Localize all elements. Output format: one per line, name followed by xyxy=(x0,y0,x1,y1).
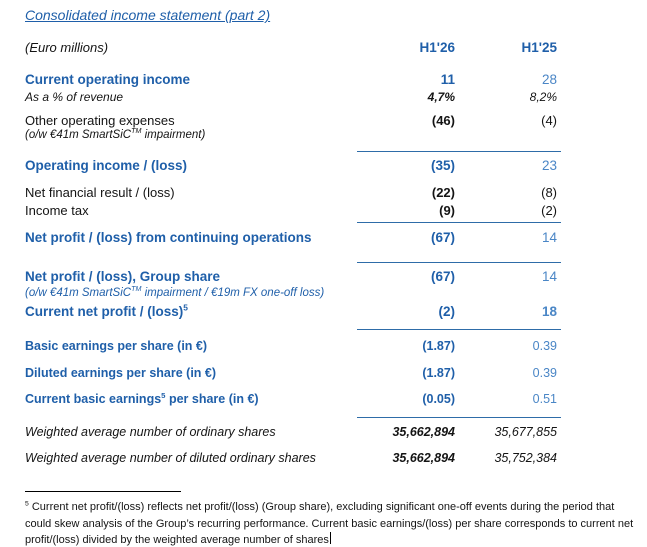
label-part: (o/w €41m SmartSiC xyxy=(25,129,132,141)
value-h125: (2) xyxy=(541,203,557,218)
value-h126: (2) xyxy=(438,304,456,319)
value-h125: 35,677,855 xyxy=(494,425,557,439)
value-h126: 4,7% xyxy=(427,90,455,104)
value-h126: (67) xyxy=(430,269,455,284)
row-label: Net financial result / (loss) xyxy=(25,185,175,200)
table-row-weighted-avg-ordinary: Weighted average number of ordinary shar… xyxy=(0,425,647,443)
separator-line xyxy=(357,329,561,330)
row-label: Weighted average number of diluted ordin… xyxy=(25,451,316,465)
row-label: Current basic earnings5 per share (in €) xyxy=(25,390,355,406)
value-h126: (35) xyxy=(430,158,455,173)
value-h125: 14 xyxy=(541,269,557,284)
footnote[interactable]: 5 Current net profit/(loss) reflects net… xyxy=(25,499,638,547)
footnote-ref-superscript: 5 xyxy=(183,302,188,313)
value-h126: 11 xyxy=(440,72,455,87)
value-h126: 35,662,894 xyxy=(392,451,455,465)
value-h125: 35,752,384 xyxy=(494,451,557,465)
label-part: per share (in €) xyxy=(165,392,259,406)
value-h125: 0.51 xyxy=(532,392,557,406)
footnote-marker: 5 xyxy=(25,500,29,508)
row-label: (o/w €41m SmartSiCTM impairment / €19m F… xyxy=(25,285,355,299)
page-title: Consolidated income statement (part 2) xyxy=(25,7,271,23)
row-label: As a % of revenue xyxy=(25,90,124,104)
row-label: Income tax xyxy=(25,203,89,218)
table-row-income-tax: Income tax (9) (2) xyxy=(0,203,647,221)
row-label: Other operating expenses xyxy=(25,113,175,128)
table-row-group-share-note: (o/w €41m SmartSiCTM impairment / €19m F… xyxy=(0,285,647,305)
value-h125: 18 xyxy=(541,304,557,319)
column-header-h126: H1'26 xyxy=(419,40,455,55)
row-label: Net profit / (loss), Group share xyxy=(25,269,221,284)
footnote-text: Current net profit/(loss) reflects net p… xyxy=(25,501,634,546)
value-h125: 14 xyxy=(541,230,557,245)
table-row-current-net-profit: Current net profit / (loss)5 (2) 18 xyxy=(0,302,647,322)
table-row-current-basic-eps: Current basic earnings5 per share (in €)… xyxy=(0,390,647,410)
value-h125: 8,2% xyxy=(529,90,557,104)
label-part: Current basic earnings xyxy=(25,392,162,406)
unit-label: (Euro millions) xyxy=(25,40,109,55)
value-h126: 35,662,894 xyxy=(392,425,455,439)
row-label: Current net profit / (loss)5 xyxy=(25,302,355,319)
table-row-weighted-avg-diluted: Weighted average number of diluted ordin… xyxy=(0,451,647,469)
text-cursor xyxy=(329,532,332,544)
table-row-net-profit-group-share: Net profit / (loss), Group share (67) 14 xyxy=(0,269,647,287)
table-row-net-profit-continuing: Net profit / (loss) from continuing oper… xyxy=(0,230,647,248)
row-label: Current operating income xyxy=(25,72,191,87)
footnote-separator xyxy=(25,491,181,492)
row-label: Net profit / (loss) from continuing oper… xyxy=(25,230,312,245)
value-h126: (9) xyxy=(439,203,455,218)
value-h126: (22) xyxy=(431,185,455,200)
table-row-current-operating-income: Current operating income 11 28 xyxy=(0,72,647,90)
value-h125: 0.39 xyxy=(532,366,557,380)
table-row-other-opex-note: (o/w €41m SmartSiCTM impairment) xyxy=(0,127,647,147)
value-h125: 23 xyxy=(541,158,557,173)
separator-line xyxy=(357,262,561,263)
row-label: Basic earnings per share (in €) xyxy=(25,339,208,353)
row-label: (o/w €41m SmartSiCTM impairment) xyxy=(25,127,355,141)
value-h125: 28 xyxy=(541,72,557,87)
row-label: Diluted earnings per share (in €) xyxy=(25,366,217,380)
separator-line xyxy=(357,222,561,223)
value-h125: 0.39 xyxy=(532,339,557,353)
value-h126: (1.87) xyxy=(422,339,455,353)
trademark-superscript: TM xyxy=(131,127,142,136)
row-label: Weighted average number of ordinary shar… xyxy=(25,425,276,439)
value-h125: (8) xyxy=(541,185,557,200)
table-row-basic-eps: Basic earnings per share (in €) (1.87) 0… xyxy=(0,339,647,357)
table-row-other-operating-expenses: Other operating expenses (46) (4) xyxy=(0,113,647,131)
table-row-net-financial-result: Net financial result / (loss) (22) (8) xyxy=(0,185,647,203)
label-part: Current net profit / (loss) xyxy=(25,304,184,319)
value-h126: (1.87) xyxy=(422,366,455,380)
trademark-superscript: TM xyxy=(131,285,142,294)
value-h126: (67) xyxy=(430,230,455,245)
table-row-diluted-eps: Diluted earnings per share (in €) (1.87)… xyxy=(0,366,647,384)
label-part: impairment) xyxy=(141,129,206,141)
value-h125: (4) xyxy=(541,113,557,128)
value-h126: (46) xyxy=(431,113,455,128)
separator-line xyxy=(357,417,561,418)
table-row-operating-income: Operating income / (loss) (35) 23 xyxy=(0,158,647,176)
table-header-row: (Euro millions) H1'26 H1'25 xyxy=(0,40,647,58)
label-part: impairment / €19m FX one-off loss) xyxy=(141,287,325,299)
label-part: (o/w €41m SmartSiC xyxy=(25,287,132,299)
footnote-ref-superscript: 5 xyxy=(161,390,166,400)
column-header-h125: H1'25 xyxy=(521,40,557,55)
table-row-pct-of-revenue: As a % of revenue 4,7% 8,2% xyxy=(0,90,647,108)
separator-line xyxy=(357,151,561,152)
row-label: Operating income / (loss) xyxy=(25,158,188,173)
value-h126: (0.05) xyxy=(422,392,455,406)
